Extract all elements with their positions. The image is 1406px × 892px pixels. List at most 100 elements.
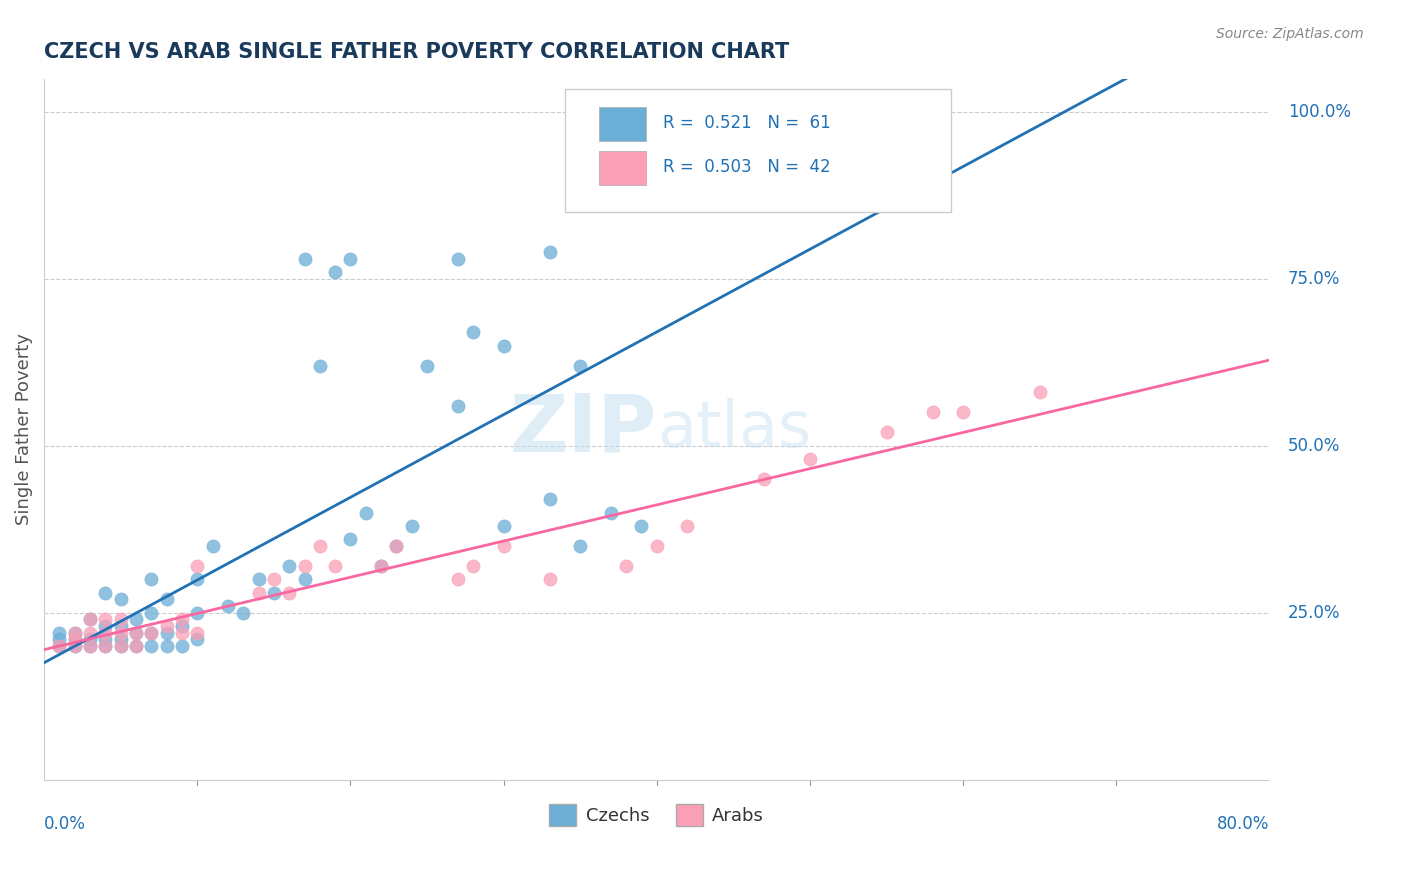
Text: 75.0%: 75.0% (1288, 270, 1340, 288)
Point (125, 625, 148, 640)
Point (63, 625, 86, 640)
Point (370, 558, 392, 573)
Point (110, 639, 132, 653)
Point (492, 519, 515, 533)
Point (141, 606, 163, 620)
Legend: Czechs, Arabs: Czechs, Arabs (543, 797, 772, 834)
Text: 25.0%: 25.0% (1288, 604, 1340, 622)
Point (170, 619, 193, 633)
Point (416, 359, 439, 373)
Point (110, 592, 132, 607)
Point (79, 639, 101, 653)
Point (1028, 385, 1050, 400)
Text: 50.0%: 50.0% (1288, 437, 1340, 455)
Point (141, 625, 163, 640)
Point (247, 585, 270, 599)
Point (48, 625, 70, 640)
Point (676, 519, 699, 533)
Point (876, 105, 898, 120)
Point (94, 625, 117, 640)
Point (186, 558, 208, 573)
Point (186, 572, 208, 586)
Point (94, 585, 117, 599)
Point (492, 338, 515, 352)
Point (645, 539, 668, 553)
Point (110, 639, 132, 653)
Point (170, 639, 193, 653)
Point (799, 452, 821, 467)
Point (952, 405, 974, 419)
Point (63, 632, 86, 647)
Point (569, 359, 592, 373)
Point (63, 639, 86, 653)
Point (294, 558, 316, 573)
Point (385, 539, 408, 553)
Point (110, 625, 132, 640)
Point (79, 639, 101, 653)
Point (94, 612, 117, 626)
Point (278, 585, 301, 599)
Point (94, 632, 117, 647)
Point (186, 625, 208, 640)
Point (125, 639, 148, 653)
Point (156, 625, 179, 640)
Point (461, 558, 484, 573)
Point (323, 265, 346, 279)
Point (876, 425, 898, 440)
Point (63, 639, 86, 653)
Text: 100.0%: 100.0% (1288, 103, 1351, 121)
Text: R =  0.503   N =  42: R = 0.503 N = 42 (662, 158, 831, 176)
Point (339, 252, 361, 266)
Point (79, 625, 101, 640)
Point (599, 506, 621, 520)
Point (217, 599, 239, 613)
Point (263, 585, 285, 599)
Point (538, 245, 561, 260)
Point (921, 405, 943, 419)
Point (308, 539, 330, 553)
Point (538, 492, 561, 507)
FancyBboxPatch shape (565, 89, 950, 211)
Point (110, 612, 132, 626)
Point (447, 572, 470, 586)
Point (630, 519, 652, 533)
Point (370, 558, 392, 573)
Point (48, 639, 70, 653)
Text: ZIP: ZIP (509, 390, 657, 468)
Point (354, 506, 377, 520)
Point (94, 639, 117, 653)
Point (156, 619, 179, 633)
Point (125, 639, 148, 653)
Point (186, 632, 208, 647)
Point (63, 625, 86, 640)
Point (294, 572, 316, 586)
Point (110, 632, 132, 647)
Text: 80.0%: 80.0% (1218, 814, 1270, 832)
Point (170, 612, 193, 626)
Point (461, 326, 484, 340)
Point (79, 632, 101, 647)
FancyBboxPatch shape (599, 152, 645, 186)
Point (447, 252, 470, 266)
Point (294, 252, 316, 266)
Point (141, 639, 163, 653)
Point (232, 606, 254, 620)
Point (614, 558, 637, 573)
Point (170, 625, 193, 640)
Text: Source: ZipAtlas.com: Source: ZipAtlas.com (1216, 27, 1364, 41)
Point (201, 539, 224, 553)
Point (401, 519, 423, 533)
Point (94, 639, 117, 653)
Point (48, 632, 70, 647)
Point (156, 592, 179, 607)
Point (48, 639, 70, 653)
Point (94, 619, 117, 633)
Point (63, 632, 86, 647)
Point (156, 639, 179, 653)
Text: CZECH VS ARAB SINGLE FATHER POVERTY CORRELATION CHART: CZECH VS ARAB SINGLE FATHER POVERTY CORR… (44, 42, 789, 62)
Point (79, 612, 101, 626)
Point (538, 572, 561, 586)
Text: R =  0.521   N =  61: R = 0.521 N = 61 (662, 114, 831, 132)
Point (339, 533, 361, 547)
Point (385, 539, 408, 553)
